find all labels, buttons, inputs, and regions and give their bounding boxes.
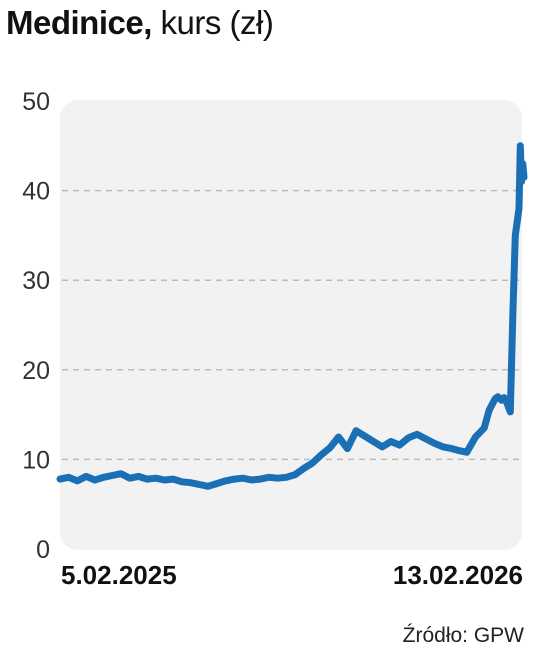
data-point	[126, 475, 133, 482]
chart-title-main: Medinice,	[6, 4, 152, 41]
y-tick-label-50: 50	[22, 88, 50, 116]
data-point	[440, 443, 447, 450]
data-point	[222, 477, 229, 484]
data-point	[196, 481, 203, 488]
data-point	[248, 477, 255, 483]
data-point	[300, 465, 307, 472]
data-point	[472, 434, 479, 440]
data-point	[501, 394, 508, 401]
data-point	[521, 174, 527, 181]
data-point	[370, 438, 377, 445]
data-point	[205, 483, 211, 490]
data-point	[274, 475, 281, 482]
chart-title-sub: kurs (zł)	[151, 4, 274, 41]
data-point	[396, 442, 403, 449]
data-point	[431, 440, 438, 447]
data-point	[213, 480, 220, 487]
data-point	[91, 477, 98, 483]
data-point	[292, 471, 299, 478]
data-point	[512, 232, 519, 239]
data-point	[486, 407, 493, 414]
data-point	[422, 435, 429, 442]
y-tick-label-20: 20	[22, 357, 50, 385]
y-tick-label-10: 10	[22, 446, 50, 474]
data-point	[266, 474, 272, 481]
data-point	[463, 449, 470, 456]
data-point	[187, 479, 194, 486]
data-point	[353, 427, 360, 434]
data-point	[361, 433, 368, 440]
data-point	[318, 451, 325, 458]
x-tick-label-start: 5.02.2025	[61, 560, 177, 590]
data-point	[481, 425, 488, 431]
data-point	[326, 444, 333, 451]
data-point	[257, 476, 264, 483]
data-point	[414, 431, 420, 438]
data-point	[170, 476, 177, 483]
data-point	[135, 473, 142, 480]
data-point	[65, 474, 72, 481]
data-point	[309, 460, 316, 466]
data-point	[494, 393, 501, 400]
data-point	[455, 447, 462, 454]
data-point	[283, 474, 290, 481]
data-point	[231, 476, 238, 483]
chart-title: Medinice, kurs (zł)	[6, 4, 274, 42]
data-point	[144, 476, 151, 483]
data-point	[57, 476, 63, 483]
x-axis-ticks: 5.02.2025 13.02.2026	[61, 560, 523, 590]
plot-background	[60, 100, 522, 550]
series-layer	[56, 142, 528, 490]
data-point	[379, 443, 386, 450]
data-point	[100, 474, 107, 481]
data-point	[152, 475, 159, 482]
data-point	[517, 142, 524, 149]
data-point	[503, 399, 510, 406]
data-point	[518, 178, 525, 185]
data-point	[448, 445, 455, 452]
y-axis-ticks: 0 10 20 30 40 50	[22, 88, 50, 564]
data-point	[335, 434, 342, 440]
data-point	[507, 408, 514, 415]
x-tick-label-end: 13.02.2026	[393, 560, 523, 590]
y-tick-label-30: 30	[22, 267, 50, 295]
y-tick-label-40: 40	[22, 178, 50, 206]
data-point	[344, 445, 351, 452]
data-point	[83, 473, 90, 480]
data-point	[118, 470, 124, 477]
data-point	[178, 478, 185, 485]
source-note: Źródło: GPW	[402, 624, 524, 647]
data-point	[109, 472, 116, 479]
data-point	[161, 477, 168, 483]
data-point	[509, 313, 516, 319]
data-point	[387, 438, 394, 445]
data-point	[405, 434, 412, 441]
data-point	[239, 475, 246, 482]
y-tick-label-0: 0	[36, 536, 50, 564]
data-point	[516, 205, 522, 212]
data-point	[74, 477, 81, 484]
data-point	[489, 400, 496, 406]
data-point	[519, 160, 526, 167]
